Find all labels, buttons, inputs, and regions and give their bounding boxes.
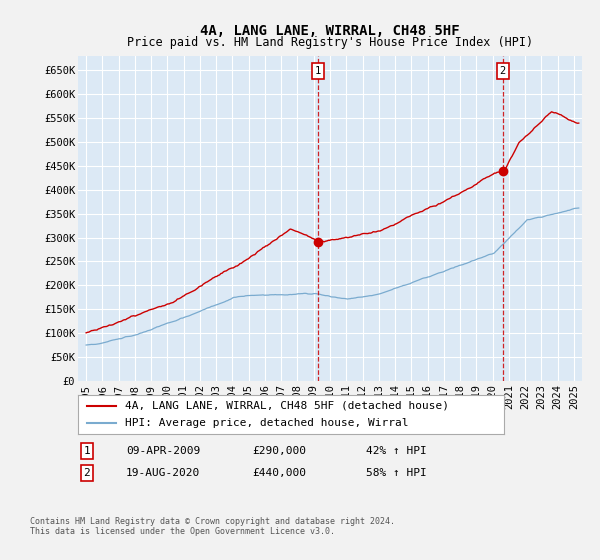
Text: 4A, LANG LANE, WIRRAL, CH48 5HF (detached house): 4A, LANG LANE, WIRRAL, CH48 5HF (detache… [125, 401, 449, 411]
Text: Contains HM Land Registry data © Crown copyright and database right 2024.
This d: Contains HM Land Registry data © Crown c… [30, 517, 395, 536]
Text: 4A, LANG LANE, WIRRAL, CH48 5HF: 4A, LANG LANE, WIRRAL, CH48 5HF [200, 24, 460, 38]
Text: 19-AUG-2020: 19-AUG-2020 [126, 468, 200, 478]
Text: Price paid vs. HM Land Registry's House Price Index (HPI): Price paid vs. HM Land Registry's House … [127, 36, 533, 49]
Text: 09-APR-2009: 09-APR-2009 [126, 446, 200, 456]
Text: 2: 2 [500, 66, 506, 76]
Text: 2: 2 [83, 468, 91, 478]
Text: £290,000: £290,000 [252, 446, 306, 456]
Text: 42% ↑ HPI: 42% ↑ HPI [366, 446, 427, 456]
Text: £440,000: £440,000 [252, 468, 306, 478]
Text: 1: 1 [83, 446, 91, 456]
Text: 1: 1 [315, 66, 321, 76]
Text: HPI: Average price, detached house, Wirral: HPI: Average price, detached house, Wirr… [125, 418, 409, 428]
Text: 58% ↑ HPI: 58% ↑ HPI [366, 468, 427, 478]
